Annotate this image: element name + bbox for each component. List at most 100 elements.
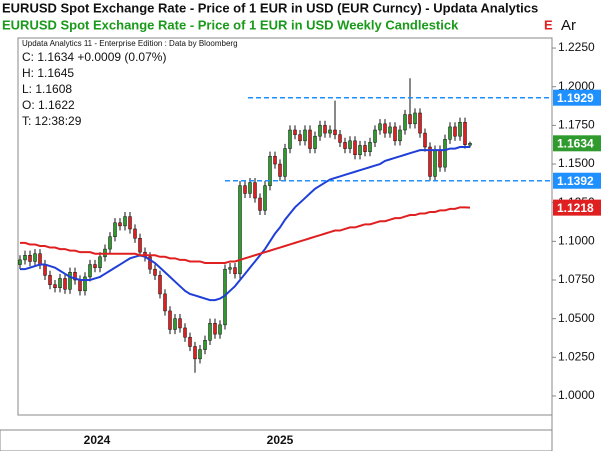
info-line: H: 1.1645 <box>22 66 74 80</box>
y-tick-label: 1.0500 <box>558 311 595 325</box>
candle-body <box>338 134 342 143</box>
x-tick-label: 2025 <box>267 433 294 447</box>
candle-body <box>183 327 187 338</box>
candle-body <box>243 185 247 194</box>
candle-body <box>78 279 82 292</box>
title-fragment: E <box>544 17 553 32</box>
candle-body <box>298 134 302 142</box>
candle-body <box>423 132 427 148</box>
candle-body <box>248 182 252 194</box>
candle-body <box>468 143 472 146</box>
candle-body <box>398 129 402 142</box>
price-marker-label: 1.1218 <box>557 201 594 215</box>
candle-body <box>458 122 462 137</box>
y-tick-label: 1.0750 <box>558 272 595 286</box>
candle-body <box>153 268 157 276</box>
y-tick-label: 1.2250 <box>558 40 595 54</box>
candle-body <box>383 123 387 134</box>
candle-body <box>168 310 172 330</box>
chart-title: EURUSD Spot Exchange Rate - Price of 1 E… <box>2 17 459 32</box>
candle-body <box>413 112 417 125</box>
candle-body <box>23 255 27 261</box>
candle-body <box>208 323 212 341</box>
candle-body <box>373 129 377 143</box>
candle-body <box>273 156 277 165</box>
y-tick-label: 1.2000 <box>558 79 595 93</box>
candle-body <box>48 275 52 285</box>
candle-body <box>403 114 407 131</box>
candle-body <box>318 125 322 137</box>
candle-body <box>358 145 362 155</box>
candle-body <box>258 197 262 211</box>
candle-body <box>68 272 72 290</box>
candle-body <box>303 129 307 142</box>
candle-body <box>178 318 182 329</box>
y-tick-label: 1.1750 <box>558 118 595 132</box>
candle-body <box>33 253 37 262</box>
info-line: L: 1.1608 <box>22 82 72 96</box>
candle-body <box>158 275 162 295</box>
info-line: T: 12:38:29 <box>22 114 82 128</box>
candle-body <box>88 264 92 278</box>
candle-body <box>18 259 22 265</box>
candle-body <box>193 346 197 360</box>
price-marker-label: 1.1634 <box>557 136 594 150</box>
candle-body <box>293 129 297 135</box>
candle-body <box>368 142 372 152</box>
candle-body <box>98 256 102 268</box>
candle-body <box>123 216 127 227</box>
candle-body <box>353 140 357 155</box>
header-title: EURUSD Spot Exchange Rate - Price of 1 E… <box>2 0 538 15</box>
title-band <box>0 17 602 37</box>
candle-body <box>443 139 447 168</box>
candle-body <box>263 185 267 211</box>
subtitle: Updata Analytics 11 - Enterprise Edition… <box>22 39 238 48</box>
candle-body <box>448 126 452 140</box>
y-tick-label: 1.1500 <box>558 156 595 170</box>
candle-body <box>323 125 327 134</box>
candle-body <box>453 126 457 137</box>
candle-body <box>38 253 42 265</box>
candle-body <box>363 145 367 152</box>
candle-body <box>203 340 207 350</box>
y-tick-label: 1.0000 <box>558 388 595 402</box>
candle-body <box>28 255 32 262</box>
price-marker <box>553 199 601 216</box>
candle-body <box>333 129 337 135</box>
candle-body <box>433 149 437 177</box>
candle-body <box>388 126 392 134</box>
price-marker-label: 1.1392 <box>557 174 594 188</box>
candle-body <box>218 324 222 335</box>
candle-body <box>428 146 432 177</box>
candle-body <box>73 272 77 281</box>
candle-body <box>253 182 257 199</box>
candle-body <box>418 112 422 134</box>
candle-body <box>63 278 67 290</box>
plot-frame <box>17 37 553 416</box>
price-marker-label: 1.1929 <box>557 91 594 105</box>
axis-header: Ar <box>561 17 576 34</box>
y-tick-label: 1.1000 <box>558 234 595 248</box>
candle-body <box>148 256 152 270</box>
candle-body <box>393 126 397 142</box>
candle-body <box>118 222 122 227</box>
candle-body <box>113 222 117 237</box>
candle-body <box>163 293 167 312</box>
candle-body <box>268 156 272 186</box>
candle-body <box>378 123 382 131</box>
candle-body <box>328 129 332 134</box>
price-marker <box>553 89 601 106</box>
candle-body <box>233 267 237 275</box>
candle-body <box>58 278 62 288</box>
info-line: O: 1.1622 <box>22 98 75 112</box>
candle-body <box>278 163 282 177</box>
candle-body <box>463 122 467 145</box>
candle-body <box>133 228 137 239</box>
candle-body <box>108 236 112 250</box>
candle-body <box>213 323 217 335</box>
moving-average <box>20 206 471 264</box>
candle-body <box>138 238 142 253</box>
candle-body <box>438 149 442 168</box>
candle-body <box>83 276 87 292</box>
